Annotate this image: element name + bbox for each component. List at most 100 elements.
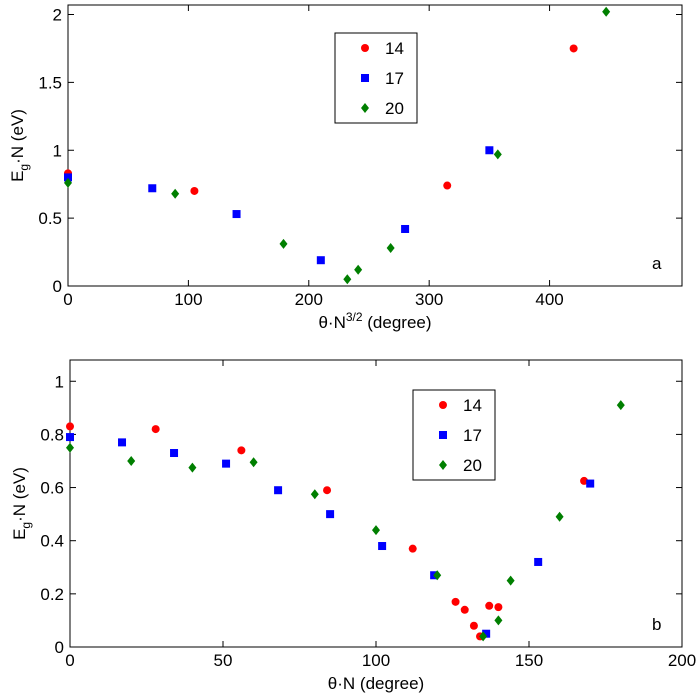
x-tick-label: 100 [362, 651, 390, 670]
point [534, 557, 543, 566]
point [66, 422, 74, 431]
point [485, 601, 494, 610]
y-tick-label: 1 [53, 141, 62, 160]
point [323, 486, 332, 495]
legend-label: 20 [463, 456, 482, 475]
point [222, 459, 231, 468]
x-tick-label: 100 [174, 290, 202, 309]
legend-marker [439, 431, 447, 439]
x-axis-label-rest: (degree) [363, 313, 432, 332]
point [188, 462, 197, 473]
point [249, 457, 258, 468]
y-axis-label-sub: g [19, 522, 33, 529]
point [401, 224, 410, 233]
point [343, 274, 352, 285]
point [190, 186, 199, 195]
y-tick-label: 0.5 [38, 209, 62, 228]
point [310, 489, 319, 500]
legend-label: 17 [463, 426, 482, 445]
point [326, 510, 335, 519]
y-axis-label-rest: ·N (eV) [10, 467, 29, 522]
point [494, 603, 503, 612]
point [66, 442, 74, 453]
y-axis-label-base: E [8, 171, 27, 182]
y-tick-label: 1 [55, 372, 64, 391]
point [66, 433, 74, 442]
point [479, 631, 488, 642]
legend-label: 14 [463, 396, 482, 415]
point [602, 6, 611, 17]
point [171, 188, 180, 199]
panel-annotation: b [652, 615, 661, 634]
x-tick-label: 150 [515, 651, 543, 670]
x-tick-label: 0 [65, 651, 74, 670]
point [482, 629, 491, 638]
legend-marker [439, 460, 447, 470]
point [485, 146, 494, 155]
legend-box [334, 32, 418, 124]
y-tick-label: 0.4 [40, 532, 64, 551]
y-axis-label-rest: ·N (eV) [8, 109, 27, 164]
point [354, 264, 363, 275]
y-tick-label: 0.8 [40, 425, 64, 444]
point [170, 449, 179, 458]
y-tick-label: 2 [53, 6, 62, 25]
point [386, 242, 395, 253]
legend-box [412, 389, 496, 481]
point [408, 544, 417, 553]
legend-label: 17 [385, 69, 404, 88]
legend-label: 14 [385, 39, 404, 58]
legend-marker [361, 103, 369, 113]
legend-label: 20 [385, 99, 404, 118]
x-tick-label: 50 [214, 651, 233, 670]
point [64, 173, 72, 182]
point [493, 149, 502, 160]
y-axis-label-sub: g [17, 164, 31, 171]
point [148, 184, 157, 193]
x-tick-label: 0 [63, 290, 72, 309]
x-axis-label-sup: 3/2 [346, 310, 363, 324]
point [506, 575, 515, 586]
point [64, 177, 72, 188]
y-tick-label: 0 [55, 638, 64, 657]
point [494, 615, 503, 626]
point [433, 570, 442, 581]
x-tick-label: 400 [535, 290, 563, 309]
x-axis-label-base: θ·N [328, 674, 355, 693]
legend-marker [439, 401, 447, 409]
point [279, 238, 288, 249]
point [460, 605, 469, 614]
point [586, 479, 595, 488]
point [443, 181, 452, 190]
legend-marker [361, 44, 369, 52]
point [316, 256, 325, 265]
point [451, 597, 460, 606]
point [151, 425, 160, 434]
x-axis-label-rest: (degree) [355, 674, 424, 693]
y-axis-label: Eg·N (eV) [8, 109, 31, 182]
plot-frame [67, 4, 683, 287]
point [127, 455, 136, 466]
x-tick-label: 200 [295, 290, 323, 309]
point [274, 486, 283, 495]
point [232, 210, 241, 219]
x-axis-label-base: θ·N [318, 313, 345, 332]
x-tick-label: 200 [668, 651, 696, 670]
x-axis-label: θ·N (degree) [328, 674, 424, 693]
point [469, 621, 478, 630]
legend-marker [361, 74, 369, 82]
y-tick-label: 0 [53, 277, 62, 296]
y-tick-label: 1.5 [38, 73, 62, 92]
point [378, 542, 387, 551]
point [118, 438, 127, 447]
point [616, 400, 625, 411]
point [372, 525, 380, 536]
panel-annotation: a [652, 254, 662, 273]
point [580, 476, 589, 485]
point [237, 446, 246, 455]
y-tick-label: 0.6 [40, 479, 64, 498]
x-axis-label: θ·N3/2 (degree) [318, 310, 431, 332]
y-tick-label: 0.2 [40, 585, 64, 604]
plot-frame [69, 359, 683, 648]
